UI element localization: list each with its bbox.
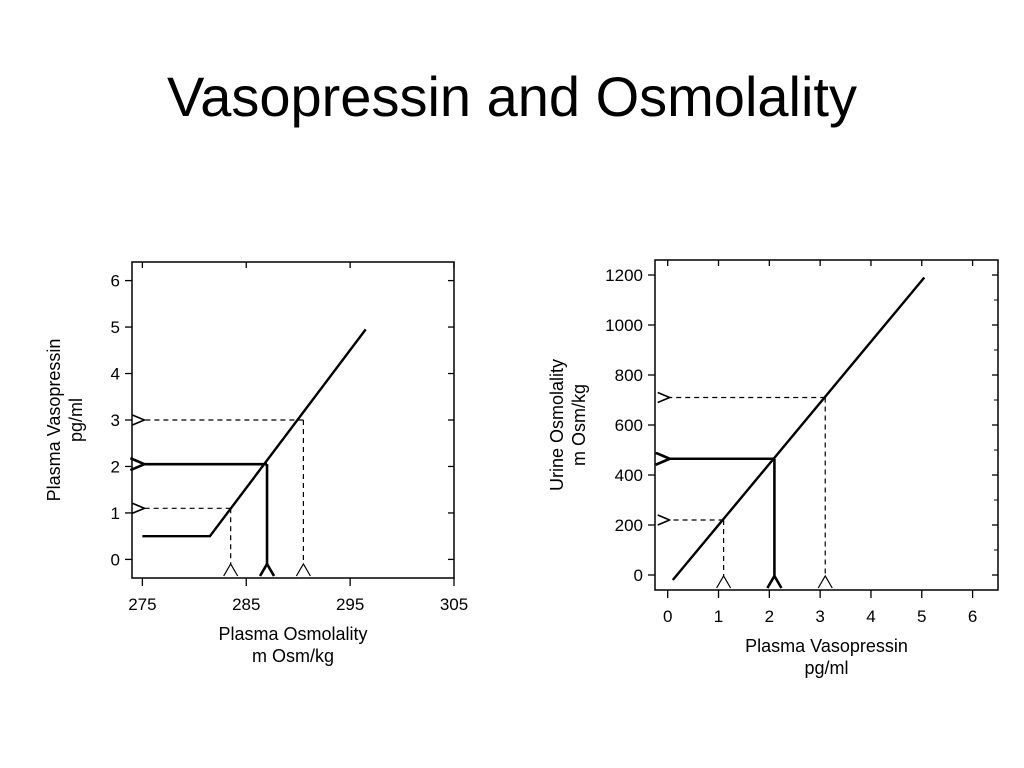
right-x-axis-unit: pg/ml: [804, 658, 848, 678]
left-y-tick-label: 0: [111, 550, 120, 569]
left-x-tick-label: 275: [128, 595, 156, 614]
right-y-axis-label: Urine Osmolality: [547, 359, 567, 491]
right-chart-vasopressin-vs-urine-osmolality: 0 200 400 600 800 1000 1200 0 1 2 3 4 5 6 Plasma Vasop…: [547, 259, 999, 678]
right-y-tick-label: 1000: [605, 316, 643, 335]
left-y-tick-label: 6: [111, 272, 120, 291]
right-y-tick-label: 800: [615, 366, 643, 385]
right-annotation-base-marker: [817, 574, 833, 589]
right-y-tick-label: 600: [615, 416, 643, 435]
right-x-tick-label: 4: [866, 607, 875, 626]
right-annotation-base-marker: [766, 573, 783, 589]
left-x-tick-label: 285: [232, 595, 260, 614]
left-x-axis-label: Plasma Osmolality: [218, 624, 367, 644]
right-x-tick-label: 2: [765, 607, 774, 626]
left-annotation-base-marker: [295, 562, 311, 577]
left-y-axis-label: Plasma Vasopressin: [44, 339, 64, 502]
left-series-line: [142, 328, 367, 538]
right-y-axis-unit: m Osm/kg: [569, 384, 589, 466]
left-y-tick-label: 1: [111, 504, 120, 523]
right-y-tick-label: 1200: [605, 266, 643, 285]
right-y-tick-label: 200: [615, 516, 643, 535]
right-x-tick-label: 6: [968, 607, 977, 626]
left-x-axis-unit: m Osm/kg: [252, 646, 334, 666]
right-x-tick-label: 1: [714, 607, 723, 626]
left-annotation-base-marker: [258, 561, 276, 577]
left-y-tick-label: 5: [111, 318, 120, 337]
right-series-line: [671, 276, 926, 581]
slide-title: Vasopressin and Osmolality: [167, 65, 857, 128]
right-x-tick-label: 0: [663, 607, 672, 626]
left-y-tick-label: 3: [111, 411, 120, 430]
right-x-tick-label: 3: [815, 607, 824, 626]
left-y-tick-label: 2: [111, 457, 120, 476]
right-x-axis-label: Plasma Vasopressin: [745, 636, 908, 656]
right-annotation-base-marker: [716, 574, 732, 589]
left-y-axis-unit: pg/ml: [66, 398, 86, 442]
right-x-tick-label: 5: [917, 607, 926, 626]
right-y-tick-label: 400: [615, 466, 643, 485]
left-x-tick-label: 305: [440, 595, 468, 614]
left-annotation-base-marker: [223, 562, 239, 577]
right-y-tick-label: 0: [634, 566, 643, 585]
left-y-tick-label: 4: [111, 365, 120, 384]
left-x-tick-label: 295: [336, 595, 364, 614]
